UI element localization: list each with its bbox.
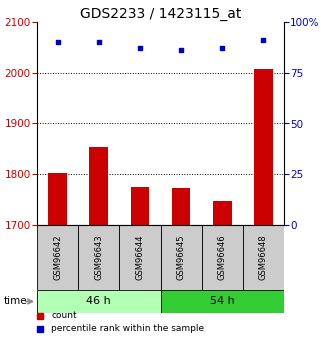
Bar: [37, 225, 78, 290]
Bar: [160, 225, 202, 290]
Point: [96, 40, 101, 45]
Text: percentile rank within the sample: percentile rank within the sample: [51, 324, 204, 333]
Text: time: time: [3, 296, 27, 306]
Text: GSM96648: GSM96648: [259, 235, 268, 280]
Bar: [254, 69, 273, 225]
Point: [220, 46, 225, 51]
Text: 54 h: 54 h: [210, 296, 235, 306]
Bar: [160, 290, 284, 313]
Bar: [202, 225, 243, 290]
Bar: [119, 225, 160, 290]
Point: [55, 40, 60, 45]
Text: GSM96646: GSM96646: [218, 235, 227, 280]
Title: GDS2233 / 1423115_at: GDS2233 / 1423115_at: [80, 7, 241, 21]
Text: GSM96645: GSM96645: [177, 235, 186, 280]
Text: count: count: [51, 312, 77, 321]
Bar: [48, 173, 67, 225]
Bar: [37, 290, 160, 313]
Point: [137, 46, 143, 51]
Point: [261, 38, 266, 43]
Bar: [90, 147, 108, 225]
Bar: [213, 201, 231, 225]
Point: [178, 48, 184, 53]
Bar: [78, 225, 119, 290]
Text: GSM96644: GSM96644: [135, 235, 144, 280]
Text: GSM96642: GSM96642: [53, 235, 62, 280]
Text: 46 h: 46 h: [86, 296, 111, 306]
Bar: [172, 188, 190, 225]
Bar: [243, 225, 284, 290]
Bar: [131, 187, 149, 225]
Text: GSM96643: GSM96643: [94, 235, 103, 280]
